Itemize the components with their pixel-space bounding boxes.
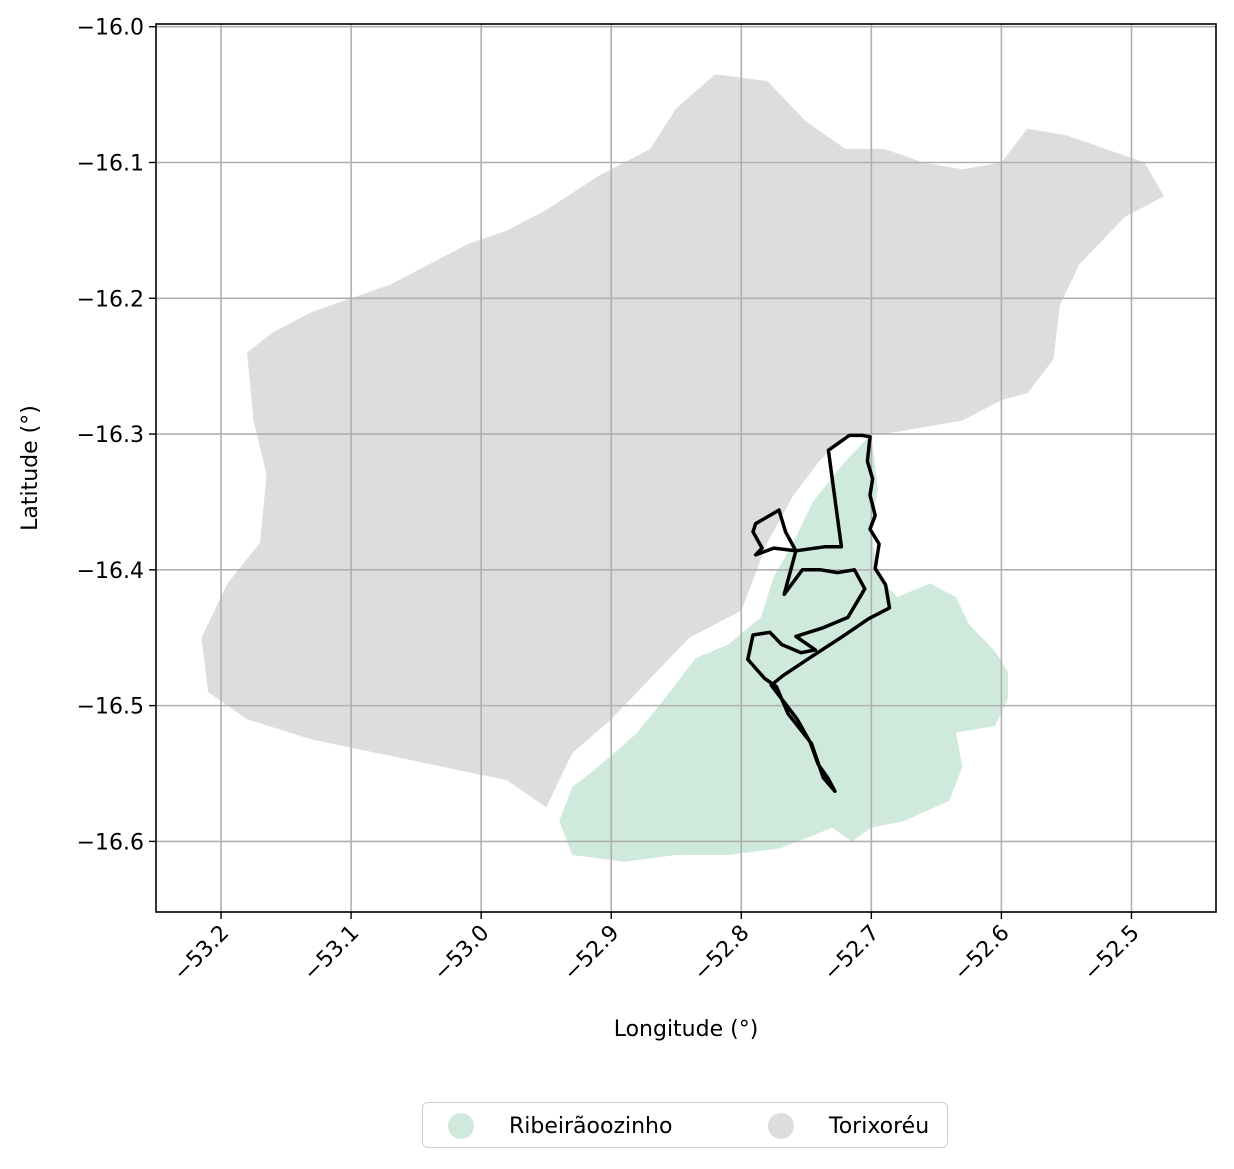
x-tick-label: −52.7 — [819, 921, 884, 986]
y-tick-label: −16.0 — [77, 16, 144, 41]
x-tick-label: −53.0 — [429, 921, 494, 986]
plot-frame — [155, 23, 1217, 913]
legend-label-ribeiraozinho: Ribeirãoozinho — [509, 1113, 673, 1139]
x-tick-label: −52.6 — [949, 921, 1014, 986]
x-tick-label: −52.5 — [1079, 921, 1144, 986]
legend-swatch-torixoreu — [768, 1113, 794, 1139]
y-tick-label: −16.3 — [77, 423, 144, 448]
region-ribeiraoozinho — [559, 434, 1008, 862]
x-axis-label: Longitude (°) — [614, 1017, 759, 1042]
grid-layer — [156, 24, 1216, 912]
x-tick-label: −53.2 — [169, 921, 234, 986]
y-tick-label: −16.4 — [77, 559, 144, 584]
legend-label-torixoreu: Torixoréu — [829, 1113, 930, 1139]
y-tick-label: −16.6 — [77, 830, 144, 855]
boundary-outline — [746, 433, 892, 793]
outline-layer — [746, 433, 892, 793]
x-tick-label: −52.8 — [689, 921, 754, 986]
legend-item-torixoreu: Torixoréu — [768, 1103, 929, 1149]
legend: Ribeirãoozinho Torixoréu — [422, 1102, 948, 1148]
legend-swatch-ribeiraozinho — [448, 1113, 474, 1139]
region-torixoreu — [201, 74, 1164, 808]
x-tick-label: −53.1 — [299, 921, 364, 986]
regions-layer — [201, 74, 1164, 862]
y-tick-label: −16.2 — [77, 287, 144, 312]
y-tick-label: −16.5 — [77, 695, 144, 720]
y-axis-label: Latitude (°) — [18, 405, 43, 531]
x-tick-label: −52.9 — [559, 921, 624, 986]
legend-item-ribeiraozinho: Ribeirãoozinho — [448, 1103, 672, 1149]
y-tick-label: −16.1 — [77, 151, 144, 176]
